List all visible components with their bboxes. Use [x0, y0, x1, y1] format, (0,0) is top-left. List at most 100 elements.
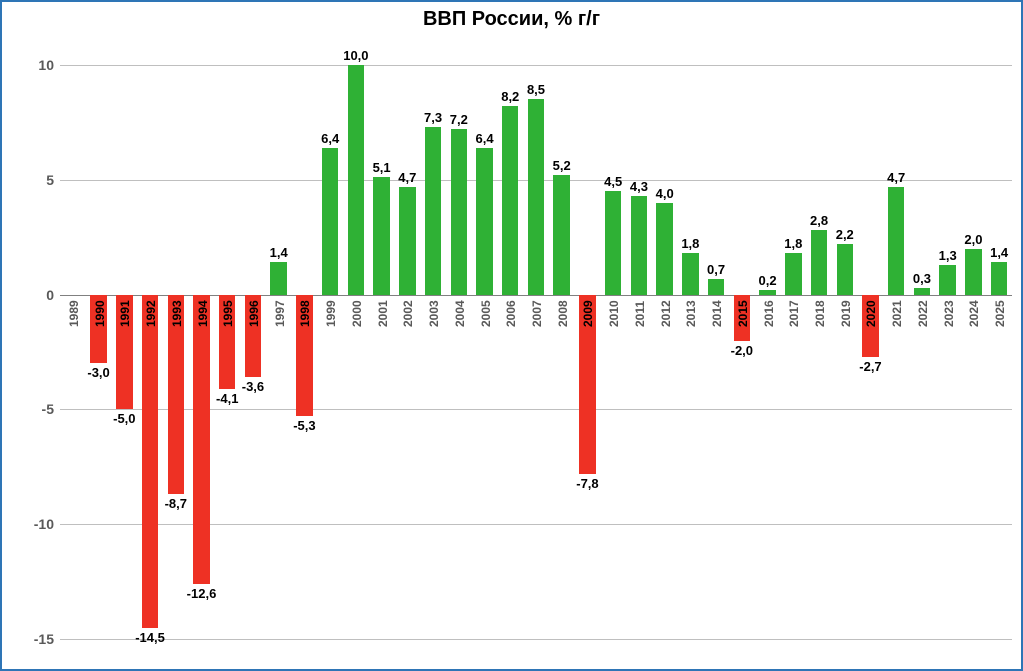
bar-slot: -14,5 1992: [137, 42, 163, 662]
bar-slot: 10,02000: [343, 42, 369, 662]
category-label: 2004: [453, 300, 467, 327]
bar-value-label: 1,8: [681, 236, 699, 251]
chart-title: ВВП России, % г/г: [2, 8, 1021, 31]
bar: [476, 148, 492, 295]
category-label: 1989: [67, 300, 81, 327]
bar-slot: 1,42025: [986, 42, 1012, 662]
bar-value-label: 2,2: [836, 227, 854, 242]
category-label: 2025: [993, 300, 1007, 327]
bar: [785, 253, 801, 294]
bar-slot: 8,52007: [523, 42, 549, 662]
bar-value-label: -2,7: [859, 359, 881, 374]
category-label: 2017: [787, 300, 801, 327]
bar-value-label: -8,7: [165, 496, 187, 511]
category-label: 1991: [118, 300, 132, 327]
bar: [399, 187, 415, 295]
category-label: 2005: [479, 300, 493, 327]
bar-slot: 8,22006: [497, 42, 523, 662]
bar: [759, 290, 775, 295]
bar-slot: -3,61996: [240, 42, 266, 662]
bar-value-label: 1,4: [270, 245, 288, 260]
category-label: 2014: [710, 300, 724, 327]
bar-slot: -4,11995: [214, 42, 240, 662]
bar-value-label: 10,0: [343, 48, 368, 63]
bar-slot: 0,72014: [703, 42, 729, 662]
bar-slot: -5,0 1991: [111, 42, 137, 662]
bar: [348, 65, 364, 295]
y-tick-label: -10: [8, 516, 54, 532]
bar-value-label: 1,3: [939, 248, 957, 263]
bar-slot: 0,32022: [909, 42, 935, 662]
category-label: 2013: [684, 300, 698, 327]
bar-slot: 4,7 2002: [394, 42, 420, 662]
bar-value-label: -7,8: [576, 476, 598, 491]
bar: [656, 203, 672, 295]
bar-slot: 0,22016: [755, 42, 781, 662]
bar: [939, 265, 955, 295]
category-label: 2024: [967, 300, 981, 327]
bar-slot: 7,3 2003: [420, 42, 446, 662]
category-label: 2001: [376, 300, 390, 327]
bar-value-label: 6,4: [475, 131, 493, 146]
bar-slot: 6,41999: [317, 42, 343, 662]
category-label: 2002: [401, 300, 415, 327]
bar-value-label: -5,0: [113, 411, 135, 426]
bar-slot: -5,3 1998: [292, 42, 318, 662]
category-label: 2007: [530, 300, 544, 327]
category-label: 2003: [427, 300, 441, 327]
bar: [888, 187, 904, 295]
bar-value-label: 7,3: [424, 110, 442, 125]
category-label: 2020: [864, 300, 878, 327]
bar: [142, 295, 158, 628]
bar-slot: 4,02012: [652, 42, 678, 662]
y-tick-label: -5: [8, 401, 54, 417]
bar-slot: 2,82018: [806, 42, 832, 662]
bar-value-label: -14,5: [135, 630, 165, 645]
y-tick-label: 0: [8, 287, 54, 303]
bar-value-label: -5,3: [293, 418, 315, 433]
bar: [605, 191, 621, 294]
bar-slot: 1,3 2023: [935, 42, 961, 662]
bar-slot: 1,82017: [780, 42, 806, 662]
bar: [811, 230, 827, 294]
bar-slot: 2,2 2019: [832, 42, 858, 662]
category-label: 1992: [144, 300, 158, 327]
bar-value-label: 4,3: [630, 179, 648, 194]
bar-slot: 1,41997: [266, 42, 292, 662]
category-label: 1996: [247, 300, 261, 327]
category-label: 2008: [556, 300, 570, 327]
bar-value-label: 2,0: [964, 232, 982, 247]
category-label: 1994: [196, 300, 210, 327]
y-tick-label: 10: [8, 57, 54, 73]
bar-slot: 7,22004: [446, 42, 472, 662]
bar-slot: -2,02015: [729, 42, 755, 662]
category-label: 1998: [298, 300, 312, 327]
bar-value-label: 8,2: [501, 89, 519, 104]
bar-slot: 6,4 2005: [472, 42, 498, 662]
bar-value-label: -4,1: [216, 391, 238, 406]
bar: [682, 253, 698, 294]
bar-slot: -3,01990: [86, 42, 112, 662]
bar: [837, 244, 853, 295]
bar-value-label: 4,7: [398, 170, 416, 185]
bar-value-label: 5,1: [373, 160, 391, 175]
bar-value-label: -12,6: [187, 586, 217, 601]
bar-slot: 4,72021: [883, 42, 909, 662]
bar-slot: 4,32011: [626, 42, 652, 662]
category-label: 2019: [839, 300, 853, 327]
bar: [322, 148, 338, 295]
y-tick-label: -15: [8, 631, 54, 647]
category-label: 2023: [942, 300, 956, 327]
bar-slot: 4,52010: [600, 42, 626, 662]
category-label: 1990: [93, 300, 107, 327]
bar-value-label: 4,5: [604, 174, 622, 189]
bar-value-label: 4,7: [887, 170, 905, 185]
category-label: 2022: [916, 300, 930, 327]
bar-value-label: -2,0: [731, 343, 753, 358]
bar-slot: 1989: [60, 42, 86, 662]
bar: [553, 175, 569, 294]
bar: [373, 177, 389, 294]
bar: [193, 295, 209, 584]
bar: [991, 262, 1007, 294]
bar: [965, 249, 981, 295]
